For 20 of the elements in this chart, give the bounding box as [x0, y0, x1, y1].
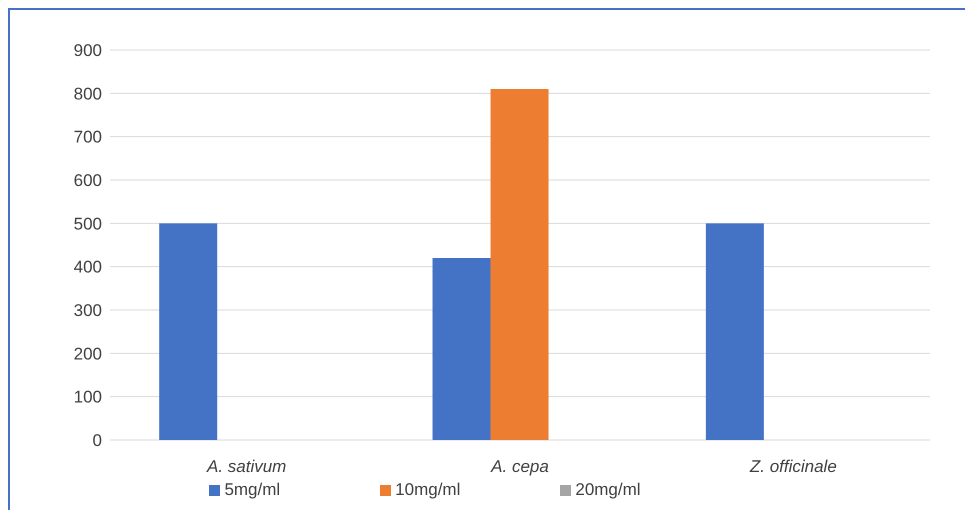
- y-tick-label: 600: [74, 171, 102, 190]
- legend-label: 5mg/ml: [224, 480, 280, 499]
- y-tick-label: 900: [74, 41, 102, 60]
- y-tick-label: 700: [74, 128, 102, 147]
- bar: [159, 223, 218, 440]
- bar: [490, 89, 549, 440]
- legend-label: 20mg/ml: [575, 480, 641, 499]
- x-tick-label: A. cepa: [490, 457, 549, 476]
- x-tick-label: Z. officinale: [748, 457, 837, 476]
- y-tick-label: 800: [74, 84, 102, 104]
- y-tick-label: 500: [74, 214, 102, 234]
- y-tick-label: 300: [74, 301, 102, 320]
- y-tick-label: 200: [74, 344, 102, 364]
- legend-label: 10mg/ml: [395, 480, 460, 499]
- y-tick-label: 100: [74, 388, 102, 407]
- bar: [432, 258, 491, 440]
- y-tick-label: 0: [92, 431, 102, 450]
- bar: [706, 223, 764, 440]
- x-tick-label: A. sativum: [206, 457, 286, 476]
- y-tick-label: 400: [74, 258, 102, 277]
